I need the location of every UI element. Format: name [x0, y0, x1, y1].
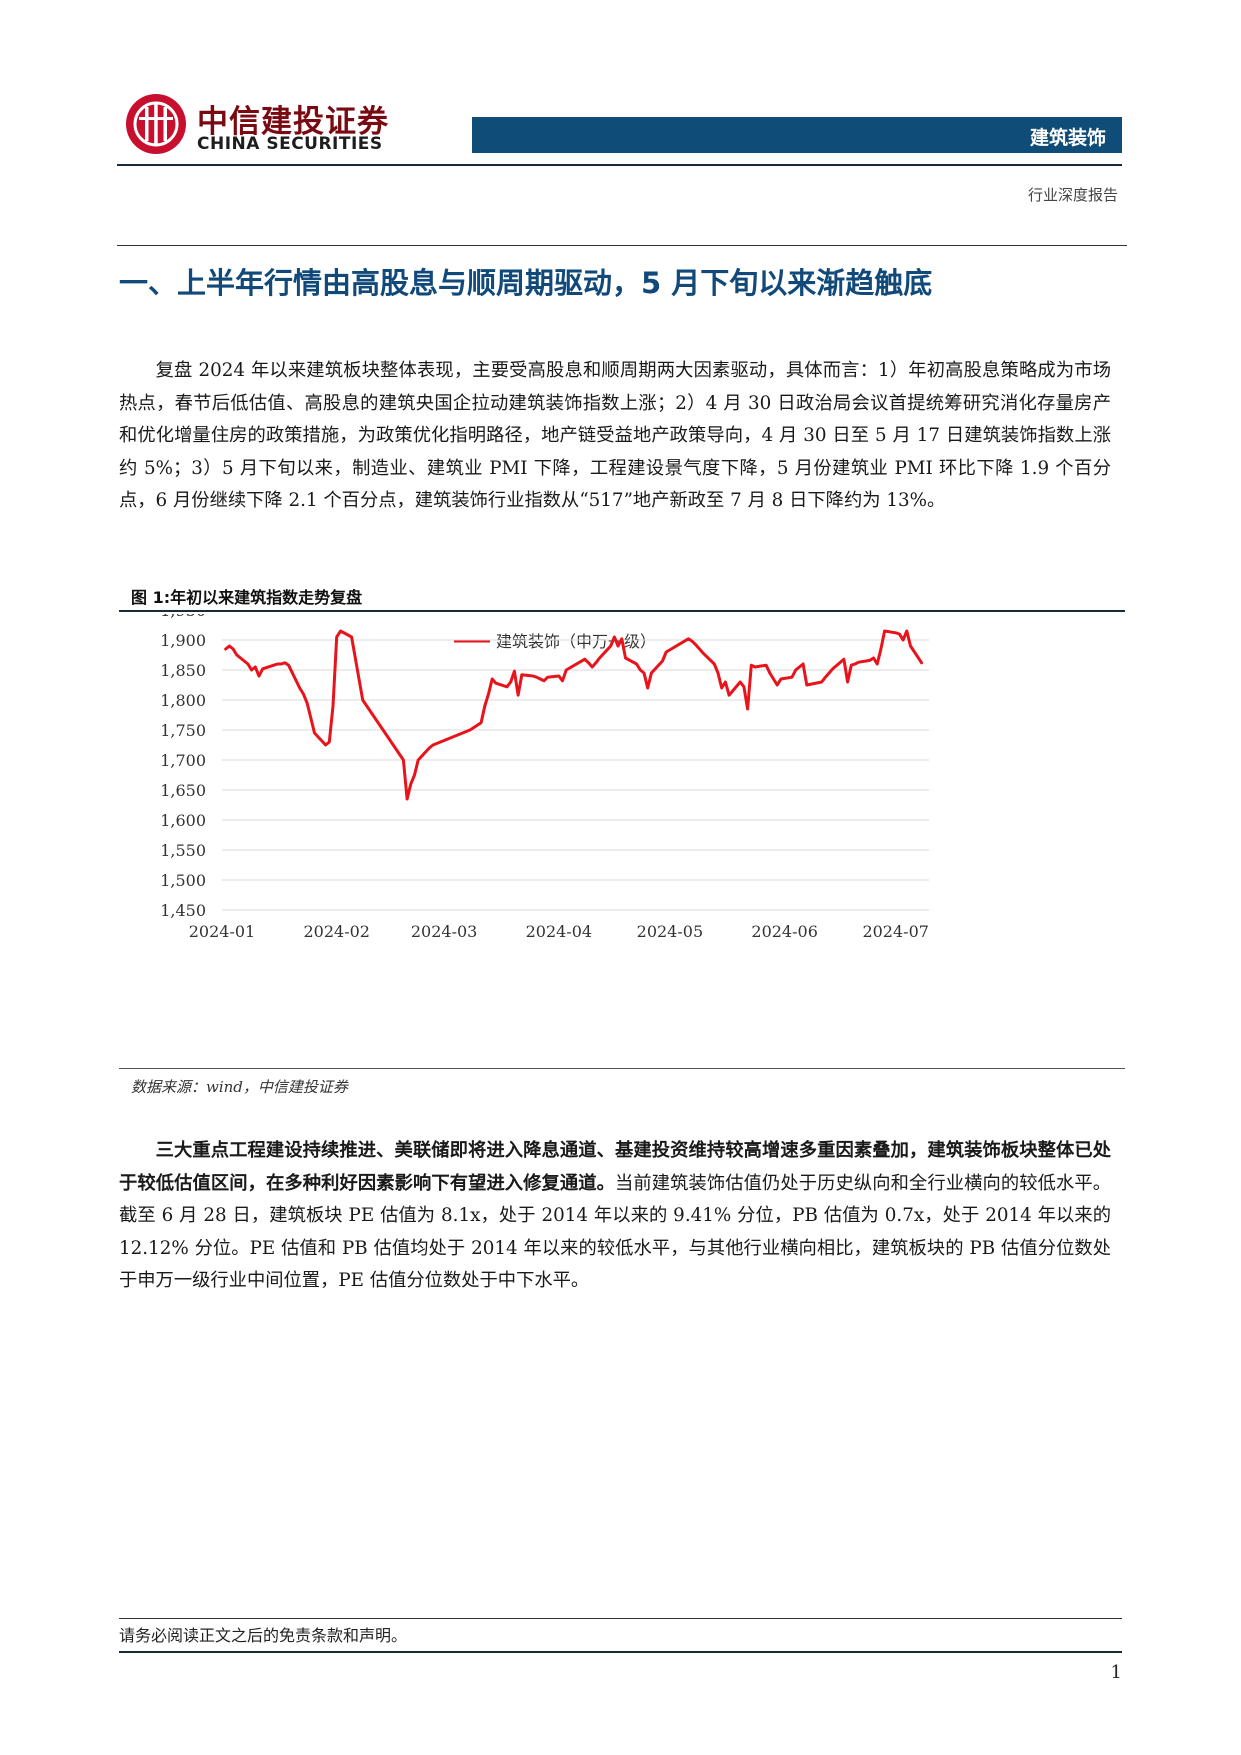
x-tick-label: 2024-02 — [304, 922, 370, 941]
section-heading: 一、上半年行情由高股息与顺周期驱动，5 月下旬以来渐趋触底 — [119, 266, 933, 300]
footer-top-rule — [119, 1618, 1122, 1619]
chart-legend: 建筑装饰（申万一级） — [454, 632, 656, 651]
body-paragraph-2: 三大重点工程建设持续推进、美联储即将进入降息通道、基建投资维持较高增速多重因素叠… — [119, 1135, 1111, 1298]
series-line-construction-decoration — [224, 629, 924, 801]
y-tick-label: 1,750 — [160, 721, 206, 740]
chart-gridlines — [222, 639, 929, 911]
x-tick-label: 2024-05 — [637, 922, 703, 941]
paragraph-2-text: 当前建筑装饰估值仍处于历史纵向和全行业横向的较低水平。截至 6 月 28 日，建… — [119, 1172, 1112, 1292]
y-tick-label: 1,800 — [160, 691, 206, 710]
y-tick-label: 1,600 — [160, 811, 206, 830]
footer-disclaimer: 请务必阅读正文之后的免责条款和声明。 — [119, 1626, 408, 1645]
report-type: 行业深度报告 — [1027, 186, 1118, 204]
paragraph-2-emphasis: 三大重点工程建设持续推进、美联储即将进入降息通道、基建投资维持较高增速多重因素叠… — [119, 1140, 1111, 1194]
y-tick-label: 1,500 — [160, 871, 206, 890]
x-tick-label: 2024-03 — [411, 922, 477, 941]
company-logo — [126, 94, 186, 154]
y-tick-label: 1,450 — [160, 901, 206, 920]
body-paragraph-1: 复盘 2024 年以来建筑板块整体表现，主要受高股息和顺周期两大因素驱动，具体而… — [119, 360, 1111, 511]
brand-name-chinese: 中信建投证券 — [197, 104, 389, 140]
brand-name-english: CHINA SECURITIES — [197, 134, 383, 154]
figure-title: 图 1:年初以来建筑指数走势复盘 — [131, 588, 363, 607]
sector-banner: 建筑装饰 — [472, 117, 1122, 153]
x-tick-label: 2024-04 — [526, 922, 592, 941]
y-axis-ticks: 1,450 1,500 1,550 1,600 1,650 1,700 1,750 1,800… — [160, 614, 206, 920]
footer-bottom-rule — [119, 1651, 1122, 1653]
figure-bottom-rule — [119, 1068, 1125, 1069]
page-number: 1 — [1110, 1662, 1122, 1683]
x-tick-label: 2024-06 — [751, 922, 817, 941]
x-tick-label: 2024-01 — [189, 922, 255, 941]
y-tick-label: 1,900 — [160, 631, 206, 650]
y-tick-label: 1,950 — [160, 614, 206, 620]
figure-top-rule — [119, 610, 1125, 612]
legend-label: 建筑装饰（申万一级） — [496, 632, 656, 651]
y-tick-label: 1,550 — [160, 841, 206, 860]
x-axis-ticks: 2024-01 2024-02 2024-03 2024-04 2024-05 2024-… — [189, 922, 929, 941]
y-tick-label: 1,650 — [160, 781, 206, 800]
x-tick-label: 2024-07 — [862, 922, 928, 941]
header-divider — [117, 164, 1122, 166]
sector-label: 建筑装饰 — [1029, 127, 1106, 149]
section-divider — [117, 245, 1127, 246]
figure-source: 数据来源：wind，中信建投证券 — [131, 1078, 348, 1096]
index-line-chart: 建筑装饰（申万一级） 1,450 1,500 1,550 1,600 1,650 1,70… — [160, 614, 929, 941]
y-tick-label: 1,700 — [160, 751, 206, 770]
y-tick-label: 1,850 — [160, 661, 206, 680]
